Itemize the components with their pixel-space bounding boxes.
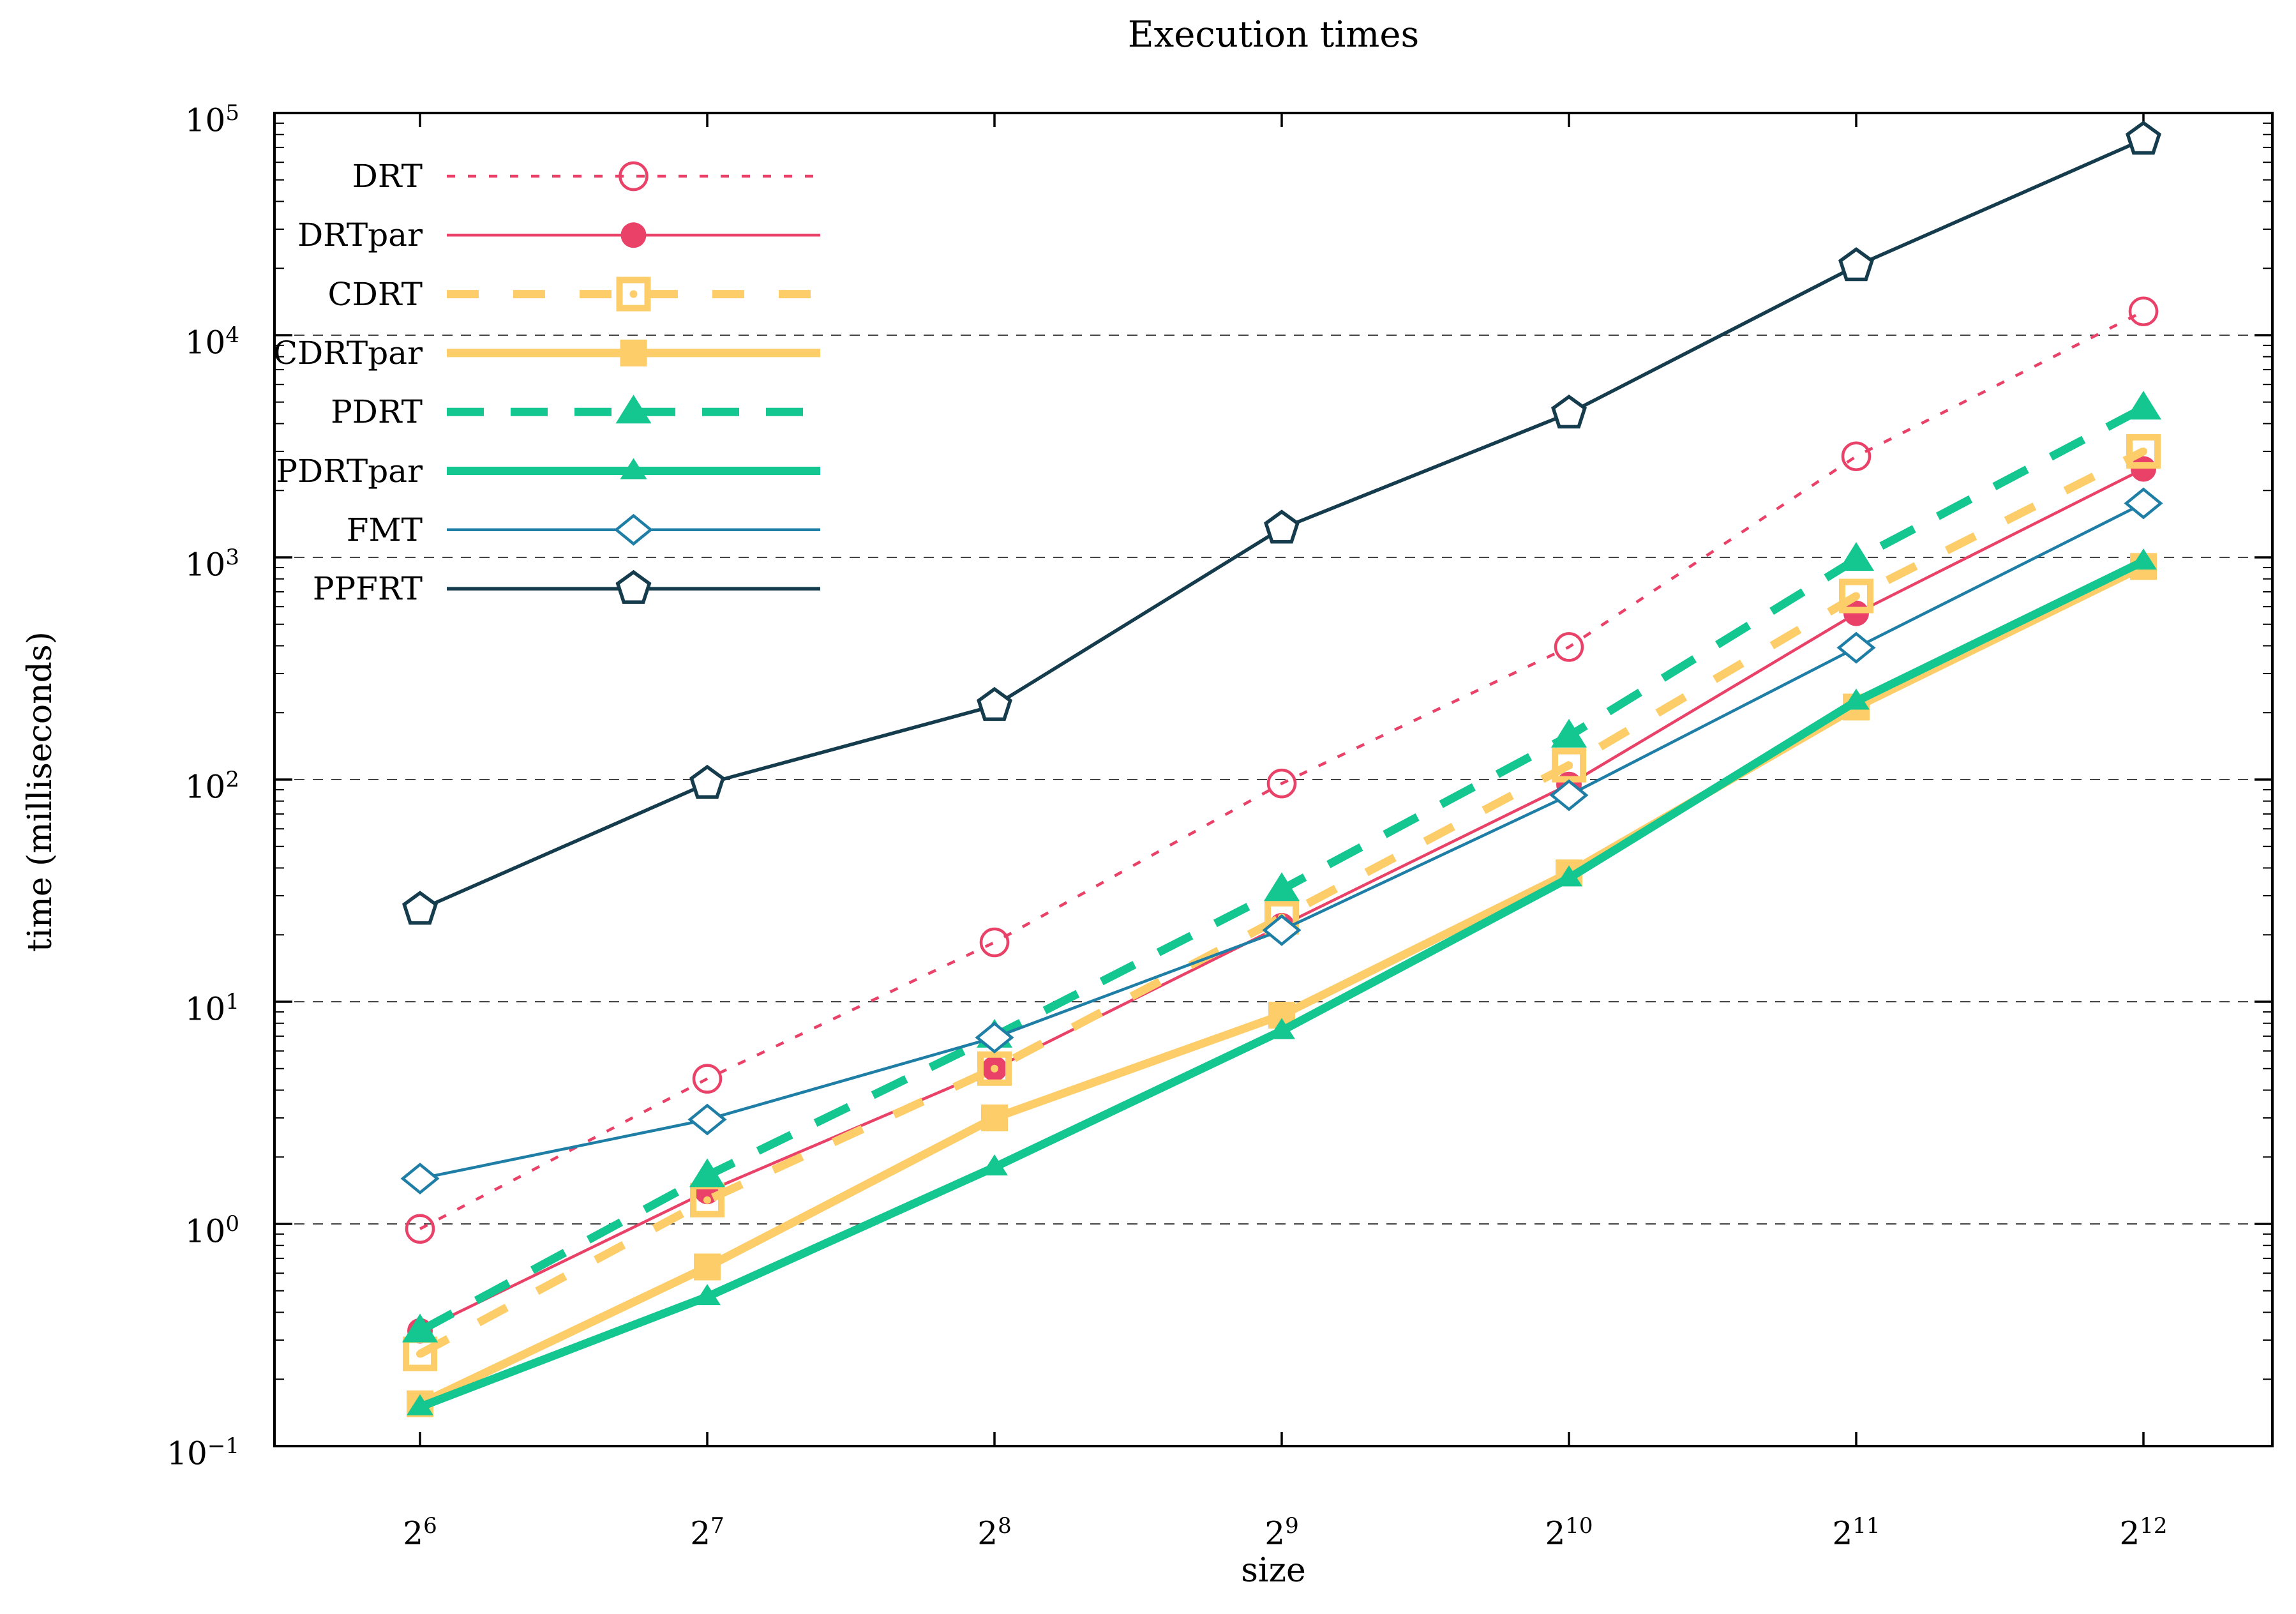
x-axis-label: size	[1241, 1551, 1306, 1590]
circle-open-marker	[2128, 296, 2159, 326]
triangle-marker	[620, 458, 647, 479]
x-tick-label: 27	[690, 1513, 724, 1552]
y-tick-label: 102	[184, 767, 239, 806]
triangle-marker	[1264, 872, 1300, 901]
circle-open-marker	[405, 1214, 435, 1244]
circle-open-marker	[692, 1064, 723, 1094]
square-open-marker	[1552, 748, 1586, 783]
legend-label-PPFRT: PPFRT	[312, 570, 423, 608]
pentagon-open-marker	[2126, 121, 2161, 155]
triangle-marker	[1838, 542, 1874, 571]
diamond-open-marker	[400, 1163, 440, 1195]
x-tick-label: 26	[403, 1513, 437, 1552]
diamond-open-marker	[975, 1022, 1014, 1053]
y-tick-label: 101	[184, 989, 239, 1028]
x-tick-label: 210	[1545, 1513, 1593, 1552]
circle-open-marker	[979, 927, 1010, 958]
square-center-dot	[1852, 592, 1860, 600]
pentagon-open-marker	[402, 891, 438, 925]
x-tick-label: 28	[977, 1513, 1012, 1552]
triangle-marker	[1268, 1018, 1295, 1039]
pentagon-open-marker	[1264, 509, 1300, 544]
square-center-dot	[2140, 447, 2147, 455]
triangle-marker	[981, 1154, 1008, 1176]
triangle-marker	[2126, 391, 2161, 420]
series-line-CDRTpar	[418, 562, 2145, 1408]
series-line-DRT	[419, 310, 2145, 1230]
diamond-open-marker	[2124, 487, 2163, 520]
pentagon-open-marker	[615, 569, 652, 604]
x-tick-label: 211	[1832, 1513, 1880, 1552]
square-center-dot	[1565, 761, 1573, 769]
circle-open-marker	[1841, 441, 1872, 471]
square-center-dot	[991, 1064, 998, 1073]
series-PDRTpar	[407, 548, 2157, 1415]
triangle-marker	[402, 1313, 438, 1343]
square-center-dot	[703, 1196, 711, 1204]
diamond-open-marker	[1836, 631, 1876, 664]
legend-label-DRTpar: DRTpar	[297, 216, 423, 254]
circle-filled-marker	[620, 222, 647, 248]
x-tick-label: 212	[2119, 1513, 2168, 1552]
triangle-marker	[615, 395, 652, 424]
diamond-open-marker	[613, 513, 654, 546]
triangle-marker	[1551, 718, 1587, 748]
square-open-marker	[1839, 578, 1873, 614]
y-tick-label: 104	[184, 322, 239, 361]
y-tick-label: 100	[184, 1211, 239, 1250]
legend-label-FMT: FMT	[346, 511, 423, 548]
series-DRT	[405, 296, 2159, 1244]
y-tick-label: 105	[184, 100, 239, 139]
square-open-marker	[616, 276, 651, 312]
triangle-marker	[694, 1284, 721, 1306]
legend-label-PDRT: PDRT	[331, 393, 423, 431]
circle-open-marker	[1554, 632, 1584, 662]
square-filled-marker	[694, 1253, 721, 1281]
triangle-marker	[689, 1158, 725, 1188]
y-tick-label: 103	[184, 545, 239, 584]
series-CDRT	[403, 434, 2161, 1371]
square-open-marker	[2126, 434, 2161, 469]
pentagon-open-marker	[977, 686, 1012, 721]
series-PPFRT	[402, 121, 2161, 925]
legend-label-CDRTpar: CDRTpar	[273, 334, 423, 372]
pentagon-open-marker	[689, 764, 725, 799]
triangle-marker	[2130, 548, 2157, 570]
diamond-open-marker	[687, 1103, 727, 1136]
diamond-open-marker	[1262, 914, 1302, 946]
circle-open-marker	[1266, 768, 1297, 799]
legend-label-DRT: DRT	[352, 158, 423, 195]
series-line-PDRT	[417, 404, 2146, 1335]
x-tick-label: 29	[1264, 1513, 1299, 1552]
diamond-open-marker	[1549, 779, 1589, 811]
triangle-marker	[1843, 688, 1870, 710]
y-tick-label: 10−1	[167, 1433, 239, 1472]
legend-label-CDRT: CDRT	[327, 275, 423, 313]
chart-title: Execution times	[1127, 14, 1420, 56]
square-center-dot	[629, 290, 638, 298]
square-open-marker	[977, 1051, 1012, 1086]
series-FMT	[400, 487, 2163, 1195]
square-filled-marker	[981, 1104, 1008, 1131]
legend-label-PDRTpar: PDRTpar	[276, 452, 423, 490]
circle-open-marker	[619, 161, 649, 192]
square-center-dot	[416, 1350, 424, 1358]
triangle-marker	[1556, 865, 1582, 887]
square-filled-marker	[620, 339, 647, 366]
legend	[447, 161, 820, 604]
pentagon-open-marker	[1551, 394, 1587, 429]
pentagon-open-marker	[1838, 247, 1874, 282]
series-line-FMT	[419, 502, 2145, 1180]
axis-ticks	[274, 112, 2272, 1447]
triangle-marker	[407, 1394, 433, 1415]
